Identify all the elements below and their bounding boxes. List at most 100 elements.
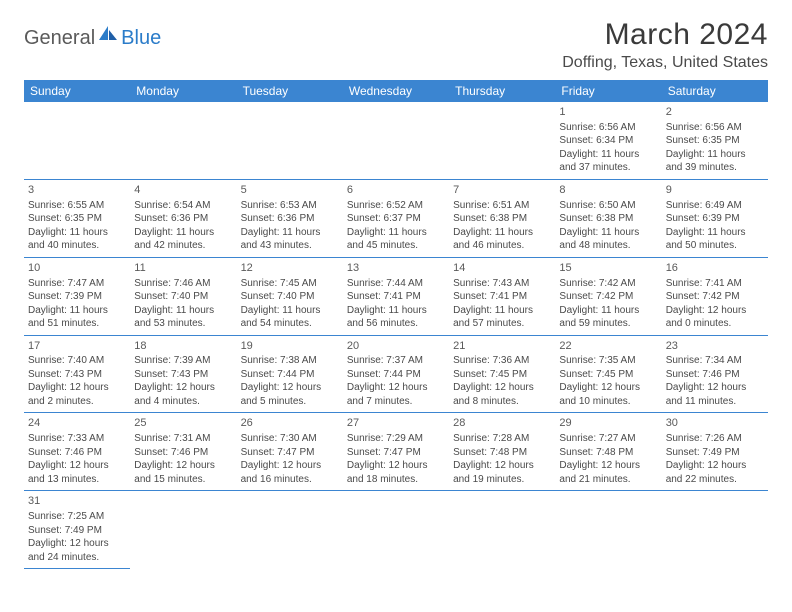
sunrise-line: Sunrise: 7:41 AM: [666, 277, 764, 291]
calendar-row: 10Sunrise: 7:47 AMSunset: 7:39 PMDayligh…: [24, 257, 768, 335]
daylight-line: Daylight: 11 hours and 51 minutes.: [28, 304, 126, 331]
calendar-cell: 12Sunrise: 7:45 AMSunset: 7:40 PMDayligh…: [237, 257, 343, 335]
calendar-row: 24Sunrise: 7:33 AMSunset: 7:46 PMDayligh…: [24, 413, 768, 491]
title-block: March 2024 Doffing, Texas, United States: [562, 18, 768, 72]
calendar-cell: 13Sunrise: 7:44 AMSunset: 7:41 PMDayligh…: [343, 257, 449, 335]
day-number: 1: [559, 105, 657, 120]
calendar-cell: 23Sunrise: 7:34 AMSunset: 7:46 PMDayligh…: [662, 335, 768, 413]
calendar-cell: 20Sunrise: 7:37 AMSunset: 7:44 PMDayligh…: [343, 335, 449, 413]
daylight-line: Daylight: 12 hours and 16 minutes.: [241, 459, 339, 486]
sunrise-line: Sunrise: 7:36 AM: [453, 354, 551, 368]
weekday-header: Monday: [130, 80, 236, 102]
sunrise-line: Sunrise: 7:37 AM: [347, 354, 445, 368]
day-number: 8: [559, 183, 657, 198]
daylight-line: Daylight: 11 hours and 39 minutes.: [666, 148, 764, 175]
calendar-head: SundayMondayTuesdayWednesdayThursdayFrid…: [24, 80, 768, 102]
calendar-cell-empty: [555, 491, 661, 569]
day-number: 24: [28, 416, 126, 431]
sunrise-line: Sunrise: 6:56 AM: [666, 121, 764, 135]
sunset-line: Sunset: 6:38 PM: [559, 212, 657, 226]
sunrise-line: Sunrise: 7:43 AM: [453, 277, 551, 291]
sunrise-line: Sunrise: 7:28 AM: [453, 432, 551, 446]
day-number: 2: [666, 105, 764, 120]
sunset-line: Sunset: 7:46 PM: [28, 446, 126, 460]
weekday-header: Wednesday: [343, 80, 449, 102]
sunset-line: Sunset: 7:39 PM: [28, 290, 126, 304]
sunrise-line: Sunrise: 7:46 AM: [134, 277, 232, 291]
daylight-line: Daylight: 12 hours and 4 minutes.: [134, 381, 232, 408]
day-number: 28: [453, 416, 551, 431]
sunrise-line: Sunrise: 6:54 AM: [134, 199, 232, 213]
day-number: 6: [347, 183, 445, 198]
sunrise-line: Sunrise: 7:29 AM: [347, 432, 445, 446]
day-number: 15: [559, 261, 657, 276]
day-number: 16: [666, 261, 764, 276]
calendar-cell: 7Sunrise: 6:51 AMSunset: 6:38 PMDaylight…: [449, 179, 555, 257]
sunrise-line: Sunrise: 6:52 AM: [347, 199, 445, 213]
sunrise-line: Sunrise: 7:31 AM: [134, 432, 232, 446]
calendar-cell: 6Sunrise: 6:52 AMSunset: 6:37 PMDaylight…: [343, 179, 449, 257]
daylight-line: Daylight: 12 hours and 13 minutes.: [28, 459, 126, 486]
calendar-cell-empty: [130, 102, 236, 179]
sunrise-line: Sunrise: 7:26 AM: [666, 432, 764, 446]
daylight-line: Daylight: 12 hours and 24 minutes.: [28, 537, 126, 564]
day-number: 11: [134, 261, 232, 276]
sunset-line: Sunset: 6:34 PM: [559, 134, 657, 148]
sunrise-line: Sunrise: 6:49 AM: [666, 199, 764, 213]
day-number: 14: [453, 261, 551, 276]
daylight-line: Daylight: 11 hours and 54 minutes.: [241, 304, 339, 331]
weekday-header: Tuesday: [237, 80, 343, 102]
sunrise-line: Sunrise: 7:35 AM: [559, 354, 657, 368]
logo-sail-icon: [97, 24, 119, 48]
daylight-line: Daylight: 12 hours and 8 minutes.: [453, 381, 551, 408]
day-number: 31: [28, 494, 126, 509]
calendar-row: 1 Sunrise: 6:56 AM Sunset: 6:34 PM Daylight…: [24, 102, 768, 179]
calendar-cell: 21Sunrise: 7:36 AMSunset: 7:45 PMDayligh…: [449, 335, 555, 413]
sunset-line: Sunset: 6:35 PM: [666, 134, 764, 148]
calendar-cell: 17Sunrise: 7:40 AMSunset: 7:43 PMDayligh…: [24, 335, 130, 413]
day-number: 9: [666, 183, 764, 198]
daylight-line: Daylight: 11 hours and 46 minutes.: [453, 226, 551, 253]
calendar-cell-empty: [343, 491, 449, 569]
daylight-line: Daylight: 12 hours and 11 minutes.: [666, 381, 764, 408]
calendar-row: 31Sunrise: 7:25 AMSunset: 7:49 PMDayligh…: [24, 491, 768, 569]
sunrise-line: Sunrise: 6:53 AM: [241, 199, 339, 213]
sunset-line: Sunset: 7:44 PM: [347, 368, 445, 382]
daylight-line: Daylight: 12 hours and 0 minutes.: [666, 304, 764, 331]
sunset-line: Sunset: 6:36 PM: [134, 212, 232, 226]
day-number: 29: [559, 416, 657, 431]
calendar-cell: 25Sunrise: 7:31 AMSunset: 7:46 PMDayligh…: [130, 413, 236, 491]
daylight-line: Daylight: 11 hours and 43 minutes.: [241, 226, 339, 253]
weekday-header: Thursday: [449, 80, 555, 102]
calendar-cell-empty: [343, 102, 449, 179]
day-number: 3: [28, 183, 126, 198]
sunset-line: Sunset: 7:46 PM: [134, 446, 232, 460]
sunrise-line: Sunrise: 7:42 AM: [559, 277, 657, 291]
day-number: 27: [347, 416, 445, 431]
sunrise-line: Sunrise: 6:51 AM: [453, 199, 551, 213]
sunrise-line: Sunrise: 7:44 AM: [347, 277, 445, 291]
calendar-cell-empty: [237, 491, 343, 569]
day-number: 23: [666, 339, 764, 354]
sunrise-line: Sunrise: 7:30 AM: [241, 432, 339, 446]
calendar-cell: 18Sunrise: 7:39 AMSunset: 7:43 PMDayligh…: [130, 335, 236, 413]
calendar-cell: 10Sunrise: 7:47 AMSunset: 7:39 PMDayligh…: [24, 257, 130, 335]
sunset-line: Sunset: 7:48 PM: [453, 446, 551, 460]
calendar-cell: 3Sunrise: 6:55 AMSunset: 6:35 PMDaylight…: [24, 179, 130, 257]
daylight-line: Daylight: 11 hours and 56 minutes.: [347, 304, 445, 331]
day-number: 17: [28, 339, 126, 354]
daylight-line: Daylight: 12 hours and 15 minutes.: [134, 459, 232, 486]
sunset-line: Sunset: 7:40 PM: [241, 290, 339, 304]
calendar-cell: 11Sunrise: 7:46 AMSunset: 7:40 PMDayligh…: [130, 257, 236, 335]
daylight-line: Daylight: 12 hours and 10 minutes.: [559, 381, 657, 408]
sunset-line: Sunset: 7:41 PM: [347, 290, 445, 304]
daylight-line: Daylight: 11 hours and 42 minutes.: [134, 226, 232, 253]
calendar-cell: 8Sunrise: 6:50 AMSunset: 6:38 PMDaylight…: [555, 179, 661, 257]
sunset-line: Sunset: 6:39 PM: [666, 212, 764, 226]
calendar-cell: 14Sunrise: 7:43 AMSunset: 7:41 PMDayligh…: [449, 257, 555, 335]
day-number: 10: [28, 261, 126, 276]
sunrise-line: Sunrise: 7:38 AM: [241, 354, 339, 368]
sunset-line: Sunset: 6:35 PM: [28, 212, 126, 226]
calendar-cell: 15Sunrise: 7:42 AMSunset: 7:42 PMDayligh…: [555, 257, 661, 335]
day-number: 30: [666, 416, 764, 431]
